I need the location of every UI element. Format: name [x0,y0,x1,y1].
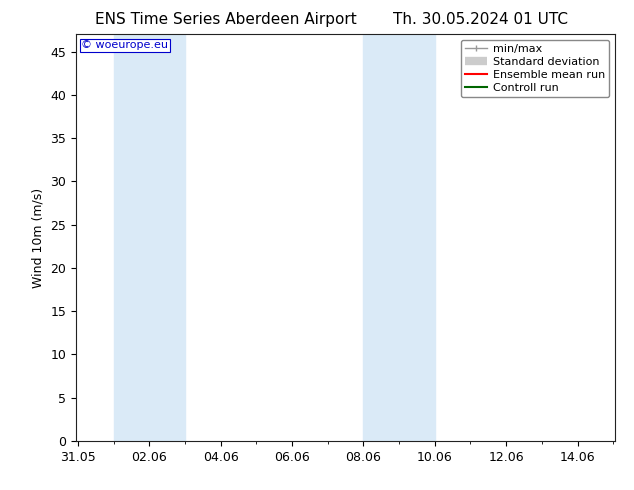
Y-axis label: Wind 10m (m/s): Wind 10m (m/s) [32,188,45,288]
Bar [399,34,435,441]
Bar [113,34,185,441]
Text: ENS Time Series Aberdeen Airport: ENS Time Series Aberdeen Airport [95,12,357,27]
Bar [363,34,399,441]
Text: © woeurope.eu: © woeurope.eu [81,40,169,50]
Legend: min/max, Standard deviation, Ensemble mean run, Controll run: min/max, Standard deviation, Ensemble me… [460,40,609,97]
Text: Th. 30.05.2024 01 UTC: Th. 30.05.2024 01 UTC [393,12,568,27]
